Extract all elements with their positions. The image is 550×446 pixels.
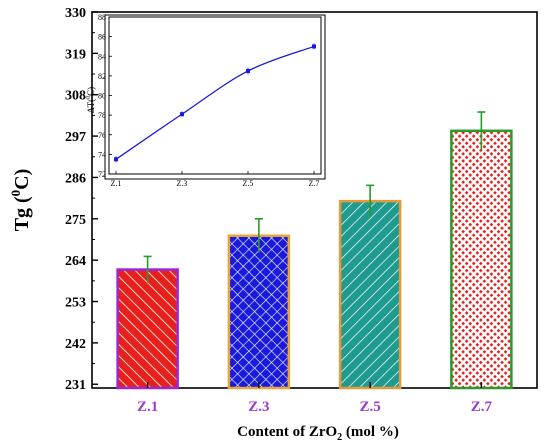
x-axis-title: Content of ZrO2 (mol %) — [237, 424, 399, 443]
inset-series-points — [114, 43, 316, 163]
inset-x-axis: Z.1 Z.3 Z.5 Z.7 — [111, 171, 320, 188]
y-tick-label: 253 — [65, 296, 86, 311]
y-tick-label: 319 — [65, 47, 86, 62]
inset-data-point — [180, 112, 184, 117]
inset-y-axis: 72 74 76 78 80 82 84 86 88 — [98, 13, 112, 179]
x-category-label: Z.1 — [137, 399, 158, 415]
y-tick-label: 264 — [65, 254, 86, 269]
x-category-label: Z.7 — [471, 399, 493, 415]
inset-y-tick-label: 88 — [98, 13, 106, 22]
main-y-axis: 231 242 253 264 275 286 297 308 319 330 — [65, 6, 98, 393]
inset-data-point — [246, 68, 250, 73]
y-tick-label: 297 — [65, 130, 86, 145]
inset-chart: 72 74 76 78 80 82 84 86 88 Z.1 Z.3 Z.5 Z.7 ΔT(0C) — [86, 13, 326, 188]
main-x-axis: Z.1 Z.3 Z.5 Z.7 — [137, 382, 493, 415]
y-tick-label: 275 — [65, 213, 86, 228]
y-tick-label: 286 — [65, 171, 86, 186]
bar-z3 — [227, 234, 291, 390]
inset-y-tick-label: 80 — [98, 92, 106, 101]
y-tick-label: 330 — [65, 6, 86, 21]
inset-y-axis-title: ΔT(0C) — [86, 87, 96, 113]
y-tick-label: 231 — [65, 378, 86, 393]
inset-x-category-label: Z.7 — [309, 179, 320, 188]
inset-y-tick-label: 84 — [98, 52, 106, 61]
bar-z1 — [116, 268, 179, 390]
inset-y-tick-label: 74 — [98, 150, 106, 159]
inset-x-category-label: Z.1 — [111, 179, 122, 188]
bar-series — [116, 111, 513, 390]
main-plot-area — [91, 11, 538, 389]
y-tick-label: 308 — [65, 89, 86, 104]
bar-z5 — [338, 199, 402, 390]
inset-data-point — [114, 157, 118, 162]
inset-data-point — [312, 44, 316, 49]
y-axis-title: Tg (0C) — [8, 169, 33, 232]
inset-y-tick-label: 86 — [98, 33, 106, 42]
inset-x-category-label: Z.3 — [177, 179, 188, 188]
bar-z7 — [450, 129, 513, 390]
inset-y-tick-label: 78 — [98, 111, 106, 120]
x-category-label: Z.5 — [359, 399, 380, 415]
y-tick-label: 242 — [65, 337, 86, 352]
inset-y-tick-label: 72 — [98, 170, 106, 179]
inset-y-tick-label: 76 — [98, 131, 106, 140]
x-category-label: Z.3 — [248, 399, 269, 415]
inset-series-line — [115, 45, 315, 160]
inset-y-tick-label: 82 — [98, 72, 106, 81]
inset-x-category-label: Z.5 — [243, 179, 254, 188]
